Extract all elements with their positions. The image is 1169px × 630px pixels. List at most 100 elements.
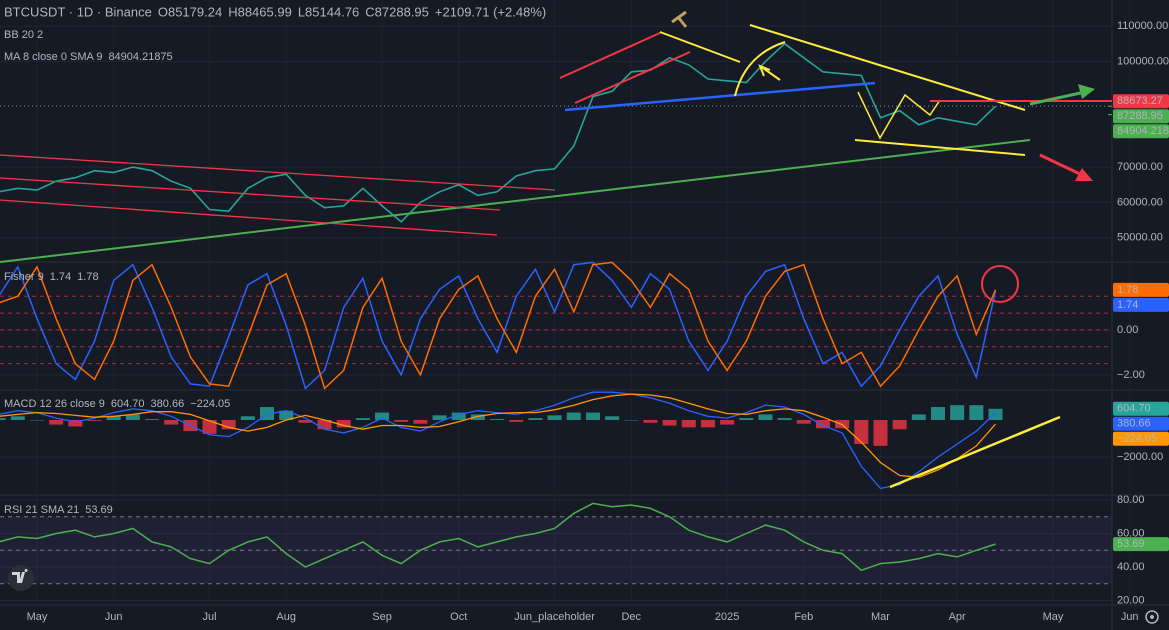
legend-text: 380.66: [151, 398, 185, 410]
histogram-bar: [125, 414, 140, 420]
x-tick-label: May: [1043, 611, 1064, 623]
histogram-bar: [528, 418, 543, 420]
histogram-bar: [662, 419, 677, 426]
x-tick-label: Jun: [1121, 611, 1139, 623]
histogram-bar: [777, 418, 792, 420]
gear[interactable]: [1145, 610, 1159, 624]
y-tick-label: 20.00: [1117, 594, 1145, 606]
x-tick-label: Jun_placeholder: [514, 611, 595, 623]
histogram-bar: [643, 419, 658, 423]
price-badge-label: 1.74: [1117, 299, 1138, 311]
x-tick-label: Oct: [450, 611, 467, 623]
price-badge: [1113, 401, 1169, 416]
pattern: [857, 91, 941, 140]
histogram-bar: [815, 419, 830, 429]
legend-text: BB 20 2: [4, 29, 43, 41]
y-tick-label: 110000.00: [1117, 20, 1168, 32]
y-tick-label: 100000.00: [1117, 55, 1169, 67]
x-tick-label: Aug: [276, 611, 296, 623]
tv-logo: [8, 565, 34, 591]
histogram-bar: [394, 419, 409, 422]
price-badge: [1113, 282, 1169, 297]
legend-text: O85179.24: [158, 4, 222, 19]
arrow-head: [1075, 168, 1093, 181]
histogram-bar: [758, 414, 773, 420]
price-badge-label: 87288.95: [1117, 110, 1163, 122]
price-line: [0, 42, 997, 223]
channel-line: [0, 154, 556, 191]
x-tick-label: Dec: [621, 611, 641, 623]
histogram-bar: [854, 419, 869, 445]
x-tick-label: Jul: [202, 611, 216, 623]
histogram-bar: [221, 419, 236, 430]
histogram-bar: [911, 414, 926, 420]
histogram-bar: [509, 419, 524, 422]
histogram-bar: [0, 418, 6, 420]
legend-text: −224.05: [190, 398, 230, 410]
macd-line: [0, 393, 996, 478]
legend-text: MACD 12 26 close 9: [4, 398, 105, 410]
support-line: [564, 81, 876, 112]
channel-line: [574, 51, 691, 104]
histogram-bar: [49, 419, 64, 425]
price-badge: [1113, 416, 1169, 431]
channel-line: [0, 177, 501, 211]
histogram-bar: [298, 419, 313, 423]
histogram-bar: [375, 412, 390, 420]
logo-mark: [12, 569, 28, 583]
legend-text: 604.70: [111, 398, 145, 410]
x-tick-label: Mar: [871, 611, 890, 623]
drawings: [0, 10, 1112, 489]
histogram-bar: [566, 412, 581, 420]
legend-text: 84904.21875: [108, 51, 172, 63]
gear-center[interactable]: [1150, 615, 1154, 619]
x-tick-label: Feb: [794, 611, 813, 623]
price-badge-label: 53.69: [1117, 538, 1145, 550]
channel-line: [559, 31, 663, 79]
histogram-bar: [605, 416, 620, 420]
price-badge-label: 1.78: [1117, 284, 1138, 296]
histogram-bar: [796, 419, 811, 424]
histogram-bar: [413, 419, 428, 424]
x-tick-label: Apr: [949, 611, 966, 623]
divergence-line: [889, 415, 1061, 489]
legend-text: 1.74: [50, 271, 71, 283]
histogram-bar: [739, 418, 754, 420]
arrow-head: [1078, 84, 1095, 99]
price-badge: [1113, 94, 1169, 109]
histogram-bar: [892, 419, 907, 430]
legend-text: MA 8 close 0 SMA 9: [4, 51, 102, 63]
histogram-bar: [68, 419, 83, 427]
histogram-bar: [681, 419, 696, 428]
histogram-bar: [490, 419, 505, 420]
price-badge-label: −224.05: [1117, 433, 1157, 445]
legend-text: RSI 21 SMA 21: [4, 504, 79, 516]
arrow: [758, 64, 781, 81]
price-badge-label: 604.70: [1117, 403, 1151, 415]
x-tick-label: Sep: [372, 611, 392, 623]
legend-text: C87288.95: [365, 4, 429, 19]
histogram-bar: [624, 419, 639, 421]
histogram-bar: [279, 410, 294, 420]
x-tick-label: Jun: [105, 611, 123, 623]
histogram-bar: [240, 416, 255, 420]
x-tick-label: 2025: [715, 611, 739, 623]
histogram-bar: [317, 419, 332, 430]
settings-icon[interactable]: [1145, 610, 1159, 624]
histogram-bar: [164, 419, 179, 425]
channel-line: [0, 199, 498, 236]
histogram-bar: [432, 415, 447, 420]
histogram-bar: [547, 415, 562, 420]
curve: [734, 41, 786, 97]
y-tick-label: 60.00: [1117, 527, 1145, 539]
y-tick-label: 60000.00: [1117, 196, 1163, 208]
legend-text: 53.69: [85, 504, 113, 516]
histogram-bar: [969, 405, 984, 420]
histogram-bar: [470, 414, 485, 420]
x-tick-label: May: [27, 611, 48, 623]
arrow: [1029, 90, 1086, 106]
histogram-bar: [355, 418, 370, 420]
y-tick-label: 80.00: [1117, 494, 1145, 506]
wedge-line: [854, 139, 1026, 156]
